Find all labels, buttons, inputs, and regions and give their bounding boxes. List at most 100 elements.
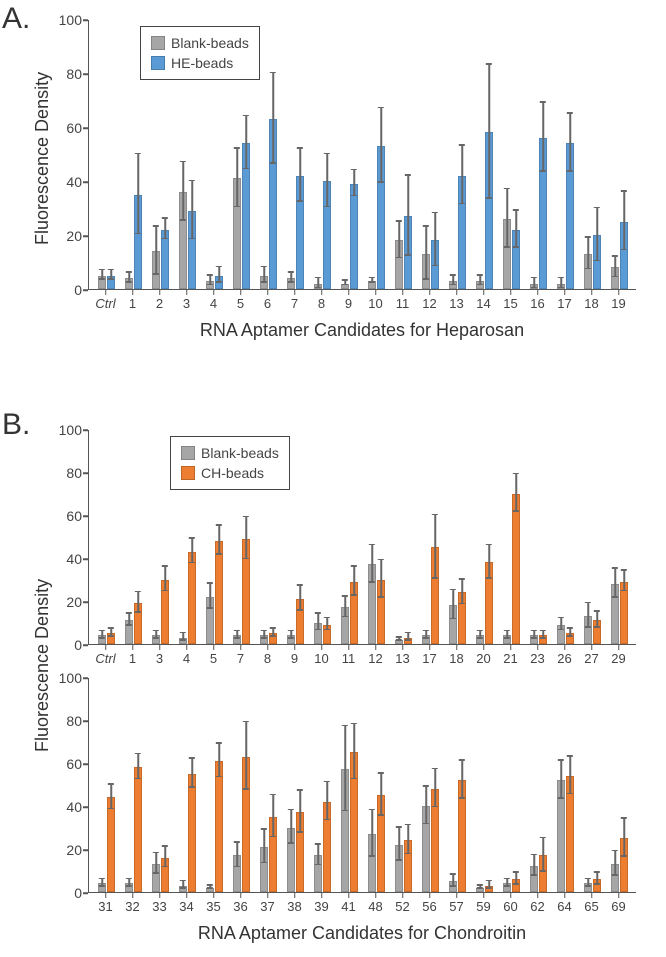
error-bar [569,756,571,795]
error-bar [614,850,616,876]
error-cap [162,845,168,847]
bar-group [503,678,520,892]
error-cap [261,862,267,864]
x-tick-label: 33 [152,899,166,914]
error-cap [612,850,618,852]
bar [215,761,223,892]
error-cap [207,887,213,889]
x-tick-label: 38 [287,899,301,914]
x-axis-label: RNA Aptamer Candidates for Chondroitin [88,923,636,944]
bar-group [530,678,547,892]
error-cap [423,823,429,825]
y-tick-mark [83,849,88,851]
y-tick-mark [83,763,88,765]
error-bar [272,794,274,837]
chart-b-lower: 0204060801003132333435363738394148525657… [0,0,666,957]
bar [269,817,277,892]
error-bar [434,768,436,807]
bar [557,780,565,892]
error-cap [216,742,222,744]
bar [485,886,493,892]
error-cap [315,843,321,845]
x-tick-mark [618,893,620,898]
bar [287,828,295,893]
error-bar [299,790,301,833]
error-cap [513,883,519,885]
bar [98,883,106,892]
bar-group [314,678,331,892]
error-bar [191,758,193,788]
x-tick-label: 37 [260,899,274,914]
error-cap [558,797,564,799]
x-tick-mark [240,893,242,898]
error-cap [558,759,564,761]
bar-group [476,678,493,892]
x-tick-mark [186,893,188,898]
x-tick-mark [402,893,404,898]
error-bar [542,837,544,871]
x-tick-mark [159,893,161,898]
error-cap [486,887,492,889]
error-cap [153,872,159,874]
y-tick-label: 0 [74,885,82,901]
error-cap [567,793,573,795]
error-cap [315,864,321,866]
bar-group [557,678,574,892]
error-bar [371,809,373,856]
bar [242,757,250,892]
x-tick-label: 69 [611,899,625,914]
bar [503,883,511,892]
error-cap [270,794,276,796]
error-cap [378,814,384,816]
bar [512,879,520,892]
x-tick-label: 59 [476,899,490,914]
error-cap [99,885,105,887]
error-cap [450,873,456,875]
y-tick-mark [83,720,88,722]
x-tick-mark [294,893,296,898]
error-bar [560,760,562,799]
error-bar [263,829,265,863]
error-bar [425,786,427,825]
error-cap [540,870,546,872]
error-cap [459,797,465,799]
bar [134,767,142,892]
error-cap [135,753,141,755]
error-cap [288,809,294,811]
bar-group [341,678,358,892]
error-cap [288,842,294,844]
bar-group [395,678,412,892]
bar [566,776,574,892]
bar [152,864,160,892]
error-cap [450,885,456,887]
x-tick-mark [564,893,566,898]
error-cap [270,836,276,838]
bar-group [287,678,304,892]
error-cap [477,887,483,889]
error-cap [216,776,222,778]
bar [233,855,241,892]
error-cap [126,885,132,887]
error-bar [623,818,625,857]
error-bar [137,753,139,779]
error-cap [423,785,429,787]
error-cap [189,757,195,759]
error-cap [621,855,627,857]
x-tick-label: 48 [368,899,382,914]
error-bar [236,842,238,868]
error-cap [243,788,249,790]
y-tick-label: 100 [59,670,82,686]
y-tick-label: 60 [66,756,82,772]
error-cap [531,854,537,856]
error-cap [342,810,348,812]
error-bar [317,844,319,866]
bar-group [422,678,439,892]
error-cap [396,859,402,861]
x-tick-label: 36 [233,899,247,914]
bar-group [125,678,142,892]
bar [206,888,214,892]
bar [161,858,169,892]
error-cap [108,808,114,810]
error-cap [135,778,141,780]
error-bar [326,781,328,820]
